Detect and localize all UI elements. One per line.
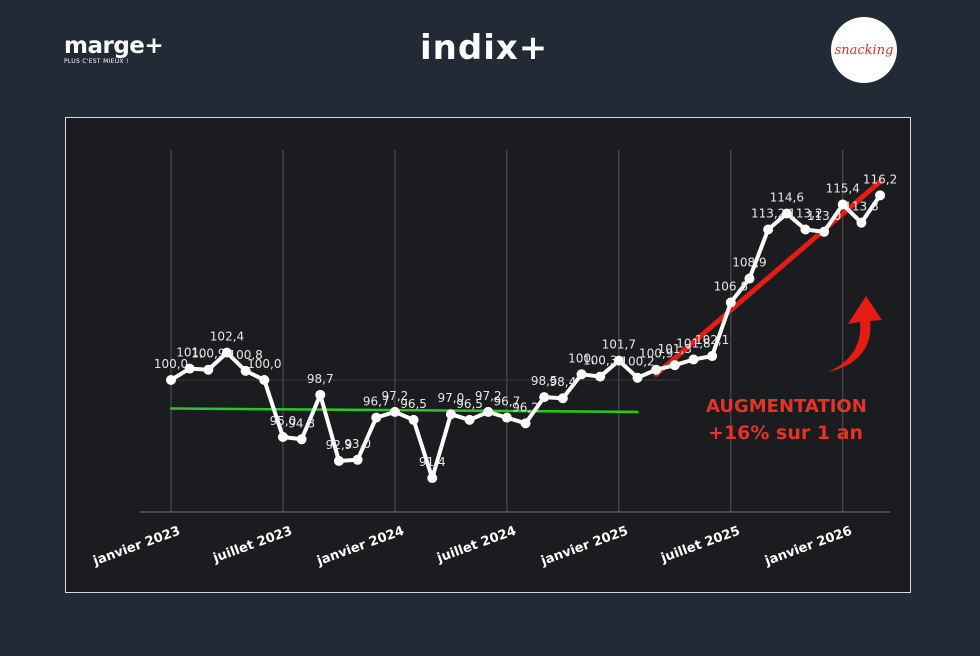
data-point	[707, 351, 718, 362]
data-label: 100,9	[639, 347, 673, 361]
curved-arrow-up-icon	[828, 296, 882, 372]
data-label: 97,2	[475, 389, 502, 403]
data-label: 101,	[176, 346, 203, 360]
data-label: 93,0	[344, 437, 371, 451]
data-label: 113,0	[807, 209, 841, 223]
marge-plus-tagline: PLUS C'EST MIEUX !	[64, 58, 129, 65]
data-label: 97,0	[438, 391, 465, 405]
data-point	[632, 372, 643, 383]
data-point	[557, 393, 568, 404]
data-label: 108,9	[732, 256, 766, 270]
data-label: 92,9	[326, 438, 353, 452]
marge-plus-logo: marge+ PLUS C'EST MIEUX !	[64, 33, 164, 65]
x-tick-label: janvier 2024	[314, 524, 406, 570]
data-point	[427, 473, 438, 484]
data-point	[669, 360, 680, 371]
data-label: 100,	[568, 351, 595, 365]
data-label: 102,4	[210, 330, 244, 344]
snacking-logo: snacking	[831, 17, 897, 83]
data-point	[744, 273, 755, 284]
data-point	[651, 364, 662, 375]
data-label: 102,1	[695, 333, 729, 347]
indix-plus-logo: indix+	[420, 28, 549, 68]
x-tick-label: juillet 2023	[210, 524, 294, 567]
data-point	[595, 371, 606, 382]
increase-annotation: AUGMENTATION +16% sur 1 an	[706, 394, 886, 446]
data-label: 113,2	[788, 207, 822, 221]
data-label: 100,8	[228, 348, 262, 362]
data-label: 115,4	[826, 181, 860, 195]
data-point	[800, 224, 811, 235]
data-point	[725, 297, 736, 308]
data-label: 98,5	[531, 374, 558, 388]
x-tick-label: janvier 2023	[90, 524, 182, 570]
data-point	[464, 414, 475, 425]
snacking-logo-text: snacking	[834, 42, 894, 58]
data-point	[539, 392, 550, 403]
data-point	[296, 434, 307, 445]
data-label: 96,7	[494, 395, 521, 409]
data-label: 94,8	[288, 416, 315, 430]
data-point	[483, 406, 494, 417]
data-label: 100,0	[247, 357, 281, 371]
data-label: 100,9	[191, 347, 225, 361]
data-point	[277, 432, 288, 442]
data-point	[221, 347, 232, 358]
increase-annotation-subtitle: +16% sur 1 an	[708, 422, 864, 444]
data-point	[184, 363, 195, 374]
data-label: 101,7	[602, 338, 636, 352]
data-point	[203, 364, 214, 375]
data-point	[763, 224, 774, 235]
x-tick-label: juillet 2024	[434, 524, 518, 567]
data-label: 98,4	[550, 375, 577, 389]
data-point	[856, 217, 867, 228]
data-point	[613, 355, 624, 366]
data-point	[819, 226, 830, 237]
data-label: 91,4	[419, 455, 446, 469]
data-label: 114,6	[770, 191, 804, 205]
data-label: 98,7	[307, 372, 334, 386]
chart-frame	[65, 117, 911, 593]
data-label: 116,2	[863, 172, 897, 186]
data-label: 96,7	[363, 395, 390, 409]
data-label: 100,3	[583, 354, 617, 368]
data-point	[445, 409, 456, 420]
data-point	[520, 418, 531, 429]
data-point	[408, 414, 419, 425]
marge-plus-logo-text: marge+	[64, 33, 164, 59]
data-label: 95,0	[270, 414, 297, 428]
trend-line-red	[653, 179, 883, 377]
increase-annotation-title: AUGMENTATION	[706, 396, 867, 417]
data-label: 106,8	[714, 279, 748, 293]
x-tick-label: juillet 2025	[658, 524, 742, 567]
x-tick-label: janvier 2026	[762, 524, 854, 570]
data-point	[240, 365, 251, 376]
data-label: 97,2	[382, 389, 409, 403]
x-tick-label: janvier 2025	[538, 524, 630, 570]
data-point	[315, 389, 326, 400]
data-label: 113,8	[844, 200, 878, 214]
data-point	[259, 375, 270, 385]
data-point	[576, 369, 587, 380]
data-point	[352, 454, 363, 465]
data-label: 100,0	[154, 357, 188, 371]
data-label: 101,8	[676, 336, 710, 350]
data-point	[371, 412, 382, 423]
data-point	[501, 412, 512, 423]
data-point	[389, 406, 400, 417]
data-label: 113,2	[751, 207, 785, 221]
data-point	[333, 455, 344, 466]
data-point	[688, 354, 699, 365]
data-label: 100,2	[620, 355, 654, 369]
trend-line-green	[169, 407, 639, 414]
data-label: 101,3	[658, 342, 692, 356]
data-label: 96,5	[456, 397, 483, 411]
data-label: 96,5	[400, 397, 427, 411]
data-point	[875, 190, 886, 201]
data-point	[837, 199, 848, 210]
data-point	[781, 208, 792, 219]
data-point	[166, 375, 176, 385]
data-label: 96,2	[512, 400, 539, 414]
